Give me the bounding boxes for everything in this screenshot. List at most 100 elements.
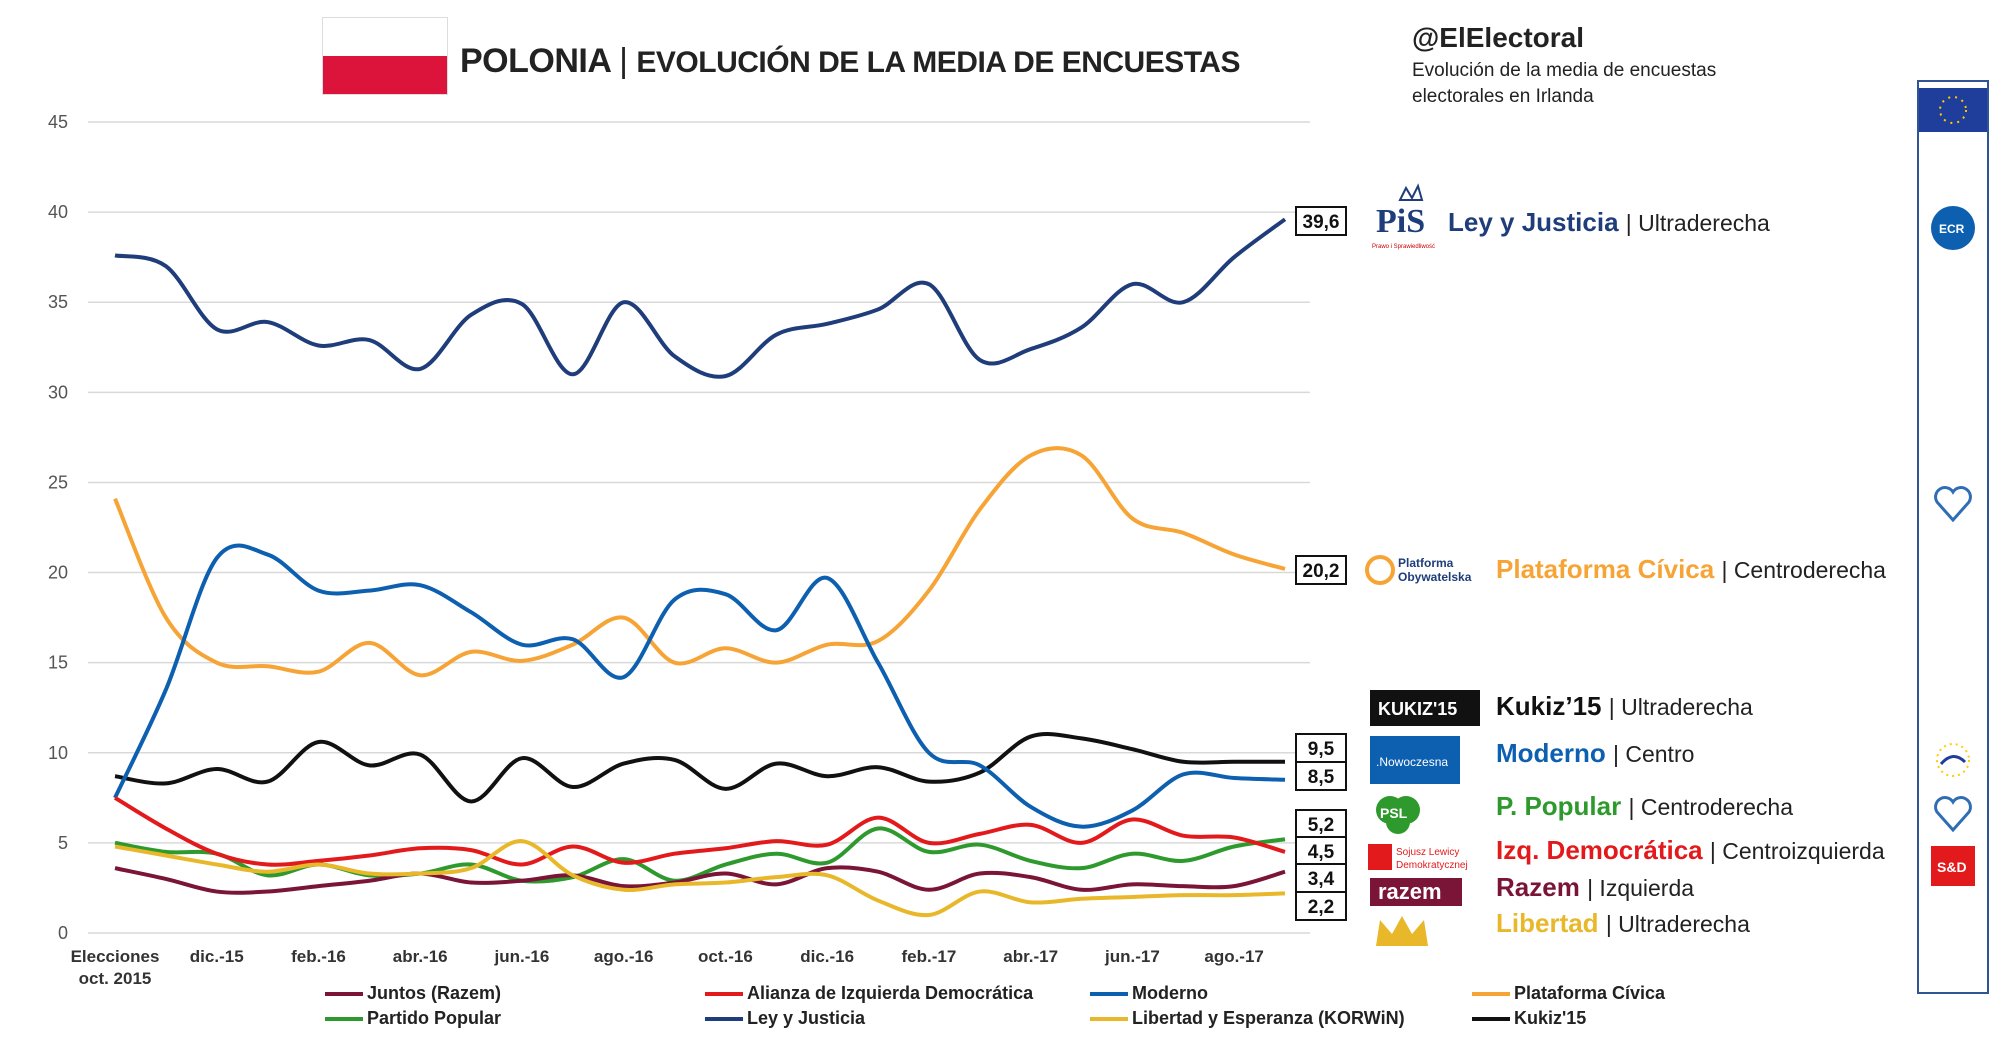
sld-logo: Sojusz Lewicy Demokratycznej (1366, 840, 1492, 874)
end-value-box (1295, 206, 1347, 236)
party-ideology: | Centroderecha (1628, 794, 1793, 820)
party-ideology: | Ultraderecha (1608, 694, 1753, 720)
legend-swatch (1472, 992, 1510, 997)
series-line-alianza-de-izquierda-democratica (113, 796, 1286, 867)
party-name: Libertad (1496, 908, 1599, 938)
page-title: POLONIA | EVOLUCIÓN DE LA MEDIA DE ENCUE… (460, 42, 1240, 80)
svg-text:.Nowoczesna: .Nowoczesna (1376, 755, 1448, 769)
y-tick-label: 20 (48, 563, 68, 583)
end-value-box (1295, 891, 1347, 921)
svg-text:S&D: S&D (1937, 859, 1967, 875)
party-label-plataforma-civica: Plataforma Cívica | Centroderecha (1496, 554, 1886, 585)
svg-text:Sojusz Lewicy: Sojusz Lewicy (1396, 847, 1459, 858)
party-label-razem: Razem | Izquierda (1496, 872, 1694, 903)
party-name: Izq. Democrática (1496, 835, 1703, 865)
end-value-label: 20,2 (1303, 561, 1340, 582)
svg-text:ECR: ECR (1939, 222, 1965, 236)
x-tick-label: jun.-16 (494, 947, 550, 966)
epp-heart-icon-2 (1933, 794, 1973, 834)
party-name: Razem (1496, 872, 1580, 902)
x-tick-label: feb.-16 (291, 947, 346, 966)
end-value-label: 4,5 (1308, 842, 1335, 863)
legend-swatch (325, 992, 363, 997)
party-name: P. Popular (1496, 791, 1622, 821)
psl-logo: PSL (1370, 790, 1426, 838)
svg-text:KUKIZ'15: KUKIZ'15 (1378, 699, 1457, 719)
legend-label: Moderno (1132, 983, 1208, 1003)
x-tick-label: ago.-16 (594, 947, 654, 966)
legend-item-kukiz-15: Kukiz'15 (1472, 1008, 1586, 1029)
legend-item-ley-y-justicia: Ley y Justicia (705, 1008, 865, 1029)
legend-item-moderno: Moderno (1090, 983, 1208, 1004)
series-line-kukiz-15 (114, 732, 1285, 804)
legend-swatch (325, 1017, 363, 1022)
kukiz-logo: KUKIZ'15 (1370, 690, 1480, 726)
party-name: Plataforma Cívica (1496, 554, 1715, 584)
legend-label: Partido Popular (367, 1008, 502, 1028)
author-handle: @ElElectoral (1412, 22, 1585, 53)
svg-text:PiS: PiS (1376, 203, 1425, 240)
legend-item-plataforma-civica: Plataforma Cívica (1472, 983, 1665, 1004)
party-ideology: | Ultraderecha (1605, 911, 1750, 937)
party-ideology: | Ultraderecha (1625, 210, 1770, 236)
party-name: Ley y Justicia (1448, 207, 1619, 237)
svg-text:Platforma: Platforma (1398, 556, 1454, 570)
party-label-moderno: Moderno | Centro (1496, 738, 1694, 769)
eu-groups-panel: ECR S&D (1917, 80, 1989, 994)
x-tick-label: abr.-16 (393, 947, 448, 966)
series-line-libertad-y-esperanza-korwin (114, 839, 1286, 918)
legend-label: Libertad y Esperanza (KORWiN) (1132, 1008, 1405, 1028)
end-value-label: 8,5 (1308, 767, 1335, 788)
korwin-crown-logo (1372, 914, 1432, 950)
series-line-ley-y-justicia (114, 217, 1287, 379)
series-line-juntos-razem (114, 865, 1286, 895)
svg-text:razem: razem (1378, 879, 1442, 904)
x-tick-label: dic.-15 (190, 947, 244, 966)
legend-label: Ley y Justicia (747, 1008, 866, 1028)
party-label-kukiz-15: Kukiz’15 | Ultraderecha (1496, 691, 1753, 722)
legend-item-libertad-y-esperanza-korwin: Libertad y Esperanza (KORWiN) (1090, 1008, 1405, 1029)
poland-flag (322, 17, 448, 95)
svg-text:Demokratycznej: Demokratycznej (1396, 860, 1468, 871)
legend-label: Kukiz'15 (1514, 1008, 1587, 1028)
x-tick-label: oct.-16 (698, 947, 753, 966)
chart-description: Evolución de la media de encuestas elect… (1412, 60, 1717, 107)
party-ideology: | Centroderecha (1721, 557, 1886, 583)
party-name: Moderno (1496, 738, 1606, 768)
legend-item-juntos-razem: Juntos (Razem) (325, 983, 501, 1004)
end-value-box (1295, 809, 1347, 839)
pis-logo: PiS Prawo i Sprawiedliwość (1370, 182, 1436, 254)
end-value-label: 9,5 (1308, 739, 1335, 760)
legend-label: Juntos (Razem) (367, 983, 502, 1003)
svg-text:Prawo i Sprawiedliwość: Prawo i Sprawiedliwość (1372, 244, 1435, 250)
party-ideology: | Izquierda (1587, 875, 1695, 901)
svg-text:PSL: PSL (1380, 805, 1408, 821)
legend-label: Alianza de Izquierda Democrática (747, 983, 1034, 1003)
party-label-libertad: Libertad | Ultraderecha (1496, 908, 1750, 939)
legend-item-partido-popular: Partido Popular (325, 1008, 501, 1029)
x-tick-label: ago.-17 (1204, 947, 1264, 966)
series-line-partido-popular (114, 826, 1286, 884)
legend-swatch (1472, 1017, 1510, 1022)
end-value-label: 5,2 (1308, 815, 1334, 836)
party-ideology: | Centro (1613, 741, 1695, 767)
x-tick-label: Elecciones oct. 2015 (71, 947, 160, 988)
y-tick-label: 45 (48, 112, 68, 132)
x-tick-label: abr.-17 (1003, 947, 1058, 966)
y-tick-label: 15 (48, 653, 68, 673)
end-value-label: 39,6 (1303, 212, 1340, 233)
y-tick-label: 5 (58, 833, 68, 853)
x-tick-label: jun.-17 (1104, 947, 1160, 966)
y-tick-label: 40 (48, 202, 68, 222)
end-value-box (1295, 555, 1347, 585)
y-tick-label: 25 (48, 472, 68, 492)
legend-label: Plataforma Cívica (1514, 983, 1666, 1003)
y-tick-label: 35 (48, 292, 68, 312)
sd-group-icon: S&D (1931, 846, 1975, 886)
y-tick-label: 30 (48, 382, 68, 402)
end-value-box (1295, 836, 1347, 866)
party-name: Kukiz’15 (1496, 691, 1602, 721)
y-tick-label: 10 (48, 743, 68, 763)
eu-flag-icon (1919, 88, 1987, 132)
